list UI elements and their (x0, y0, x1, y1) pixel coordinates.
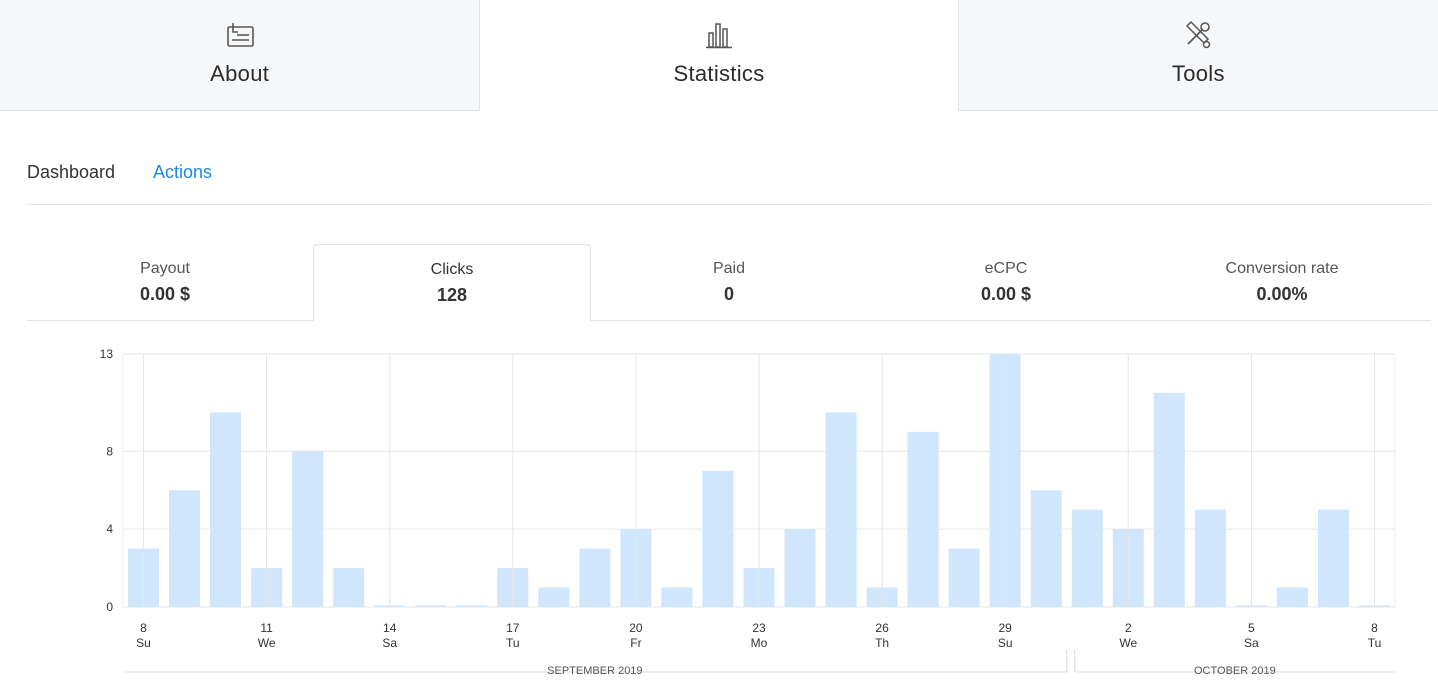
month-label: SEPTEMBER 2019 (547, 665, 642, 677)
clicks-chart: 0 4 8 13 8 Su 11 We 14 Sa 17 Tu 20 Fr 23 Mo 26 Th 29 Su 2 We 5… (0, 330, 1438, 689)
metric-ecpc[interactable]: eCPC 0.00 $ (867, 244, 1145, 321)
bar (579, 548, 611, 607)
bar (1030, 490, 1062, 607)
bar (1276, 587, 1308, 607)
x-tick-day: 20 (629, 621, 643, 635)
clicks-bar-chart: 048138Su11We14Sa17Tu20Fr23Mo26Th29Su2We5… (100, 347, 1396, 677)
bar (661, 587, 693, 607)
metric-value: 0.00 $ (139, 284, 191, 304)
bar (825, 412, 857, 607)
metric-label: Clicks (430, 261, 474, 278)
bar (292, 451, 324, 607)
tab-about[interactable]: About (0, 0, 480, 111)
id-card-icon (226, 23, 254, 47)
dashboard-link[interactable]: Dashboard (27, 162, 116, 182)
x-tick-weekday: Fr (630, 636, 641, 650)
metric-label: Conversion rate (1225, 260, 1339, 277)
metric-paid[interactable]: Paid 0 (590, 244, 868, 321)
metric-value: 0.00 $ (980, 284, 1032, 304)
metric-clicks[interactable]: Clicks 128 (313, 244, 591, 322)
bar (333, 568, 365, 607)
y-tick-label: 8 (106, 444, 113, 458)
y-tick-label: 4 (106, 522, 113, 536)
bar (169, 490, 201, 607)
x-tick-weekday: Tu (506, 636, 520, 650)
x-tick-weekday: Sa (1244, 636, 1259, 650)
bar-chart-icon (706, 23, 732, 49)
x-tick-weekday: Su (998, 636, 1013, 650)
bar (456, 605, 488, 607)
x-tick-weekday: We (258, 636, 276, 650)
month-label: OCTOBER 2019 (1194, 665, 1276, 677)
metric-label: Payout (140, 260, 190, 277)
metric-conversion-rate[interactable]: Conversion rate 0.00% (1144, 244, 1420, 321)
y-tick-label: 13 (100, 347, 114, 361)
metric-payout[interactable]: Payout 0.00 $ (27, 244, 303, 321)
x-tick-day: 2 (1125, 621, 1132, 635)
bar (1071, 509, 1103, 607)
x-tick-weekday: We (1119, 636, 1137, 650)
tab-tools-label: Tools (1171, 61, 1225, 86)
actions-link[interactable]: Actions (153, 162, 213, 182)
x-tick-day: 14 (383, 621, 397, 635)
bar (948, 548, 980, 607)
x-tick-weekday: Tu (1368, 636, 1382, 650)
bar (1194, 509, 1226, 607)
x-tick-day: 23 (752, 621, 766, 635)
tab-tools[interactable]: Tools (958, 0, 1438, 111)
top-tabs: About Statistics Tools (0, 0, 1438, 111)
metric-value: 0 (723, 284, 734, 304)
bar (415, 605, 447, 607)
metric-value: 0.00% (1256, 284, 1308, 304)
metric-label: eCPC (984, 260, 1028, 277)
x-tick-day: 8 (1371, 621, 1378, 635)
tools-icon (1186, 20, 1211, 49)
x-tick-day: 8 (140, 621, 147, 635)
x-tick-weekday: Su (136, 636, 151, 650)
bar (702, 470, 734, 607)
sub-nav: Dashboard Actions (27, 150, 1431, 205)
x-tick-day: 29 (999, 621, 1013, 635)
metric-value: 128 (436, 285, 468, 305)
bar (1317, 509, 1349, 607)
bar (784, 529, 816, 607)
x-tick-weekday: Sa (382, 636, 397, 650)
x-tick-day: 5 (1248, 621, 1255, 635)
bar (907, 431, 939, 607)
bar (538, 587, 570, 607)
bar (210, 412, 242, 607)
x-tick-day: 17 (506, 621, 520, 635)
tab-statistics[interactable]: Statistics (479, 0, 959, 111)
x-tick-weekday: Mo (751, 636, 768, 650)
x-tick-day: 11 (260, 621, 273, 635)
bar (1153, 392, 1185, 607)
tab-about-label: About (210, 61, 270, 86)
metric-label: Paid (712, 260, 746, 277)
tab-statistics-label: Statistics (673, 61, 765, 86)
y-tick-label: 0 (106, 600, 113, 614)
metric-tabs: Payout 0.00 $ Clicks 128 Paid 0 eCPC 0.0… (27, 244, 1431, 322)
x-tick-weekday: Th (875, 636, 889, 650)
x-tick-day: 26 (875, 621, 889, 635)
